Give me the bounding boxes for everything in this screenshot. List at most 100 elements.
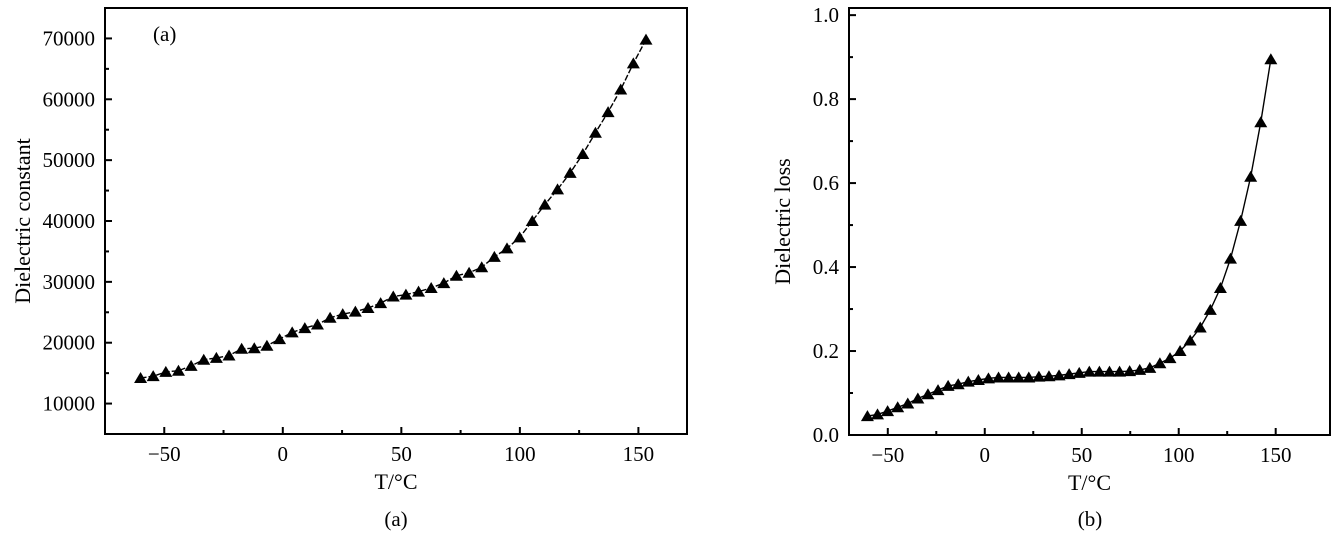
data-point-triangle [437,277,451,289]
data-point-triangle [1213,282,1227,294]
data-point-triangle [336,308,350,320]
data-point-triangle [487,250,501,262]
data-point-triangle [992,371,1006,383]
data-point-triangle [921,388,935,400]
y-tick-label: 60000 [43,87,96,111]
data-point-triangle [911,392,925,404]
data-point-triangle [209,351,223,363]
data-point-triangle [222,349,236,361]
data-point-triangle [901,397,915,409]
data-point-triangle [449,269,463,281]
data-point-triangle [260,339,274,351]
data-point-triangle [146,370,160,382]
data-point-triangle [1002,371,1016,383]
data-point-triangle [475,261,489,273]
y-tick-label: 0.4 [813,255,840,279]
data-point-triangle [235,342,249,354]
x-tick-label: −50 [871,443,904,467]
data-point-triangle [626,57,640,69]
x-tick-label: 100 [1163,443,1195,467]
y-tick-label: 0.6 [813,171,839,195]
chart-panel-b: −50 0 50 100 150 0.0 0.2 0.4 0.6 0.8 1.0 T/°C Dielec… [770,3,1331,531]
data-point-triangle [386,290,400,302]
data-point-triangle [1153,357,1167,369]
data-point-triangle [1012,371,1026,383]
data-point-triangle [563,166,577,178]
data-point-triangle [891,401,905,413]
series-line [867,59,1272,417]
x-tick-label: 0 [980,443,991,467]
data-point-triangle [971,373,985,385]
data-point-triangle [1244,170,1258,182]
x-tick-label: −50 [148,442,181,466]
data-point-triangle [159,365,173,377]
x-tick-label: 150 [623,442,655,466]
data-point-triangle [525,215,539,226]
data-point-triangle [1032,370,1046,382]
data-point-triangle [961,375,975,387]
data-point-triangle [323,311,337,323]
data-point-triangle [871,408,885,420]
data-point-triangle [1022,371,1036,383]
data-point-triangle [399,288,413,300]
data-point-triangle [588,126,602,138]
data-point-triangle [1123,365,1137,377]
data-point-triangle [1113,365,1127,377]
data-point-triangle [513,231,527,243]
data-point-triangle [197,353,211,365]
plot-frame [848,7,1331,436]
data-point-triangle [1183,334,1197,346]
y-axis-label: Dielectric constant [10,138,35,304]
data-point-triangle [1193,321,1207,333]
data-point-triangle [310,318,324,330]
data-point-triangle [1072,366,1086,378]
x-axis-label: T/°C [1068,470,1111,495]
data-point-triangle [134,372,148,384]
data-point-triangle [981,372,995,384]
data-point-triangle [273,333,287,345]
x-tick-label: 150 [1260,443,1292,467]
data-point-triangle [1042,370,1056,382]
data-point-triangle [412,285,426,297]
data-point-triangle [538,198,552,210]
data-point-triangle [1062,368,1076,380]
x-axis-label: T/°C [374,469,417,494]
data-point-triangle [1224,252,1238,264]
data-point-triangle [576,148,590,160]
data-point-triangle [1082,365,1096,377]
data-point-triangle [500,242,514,254]
data-point-triangle [374,297,388,309]
data-point-triangle [1203,303,1217,315]
data-point-triangle [424,281,438,293]
data-point-triangle [361,302,375,314]
series-line [140,39,647,379]
data-point-triangle [462,266,476,278]
x-tick-label: 50 [391,442,412,466]
panel-caption: (a) [384,507,407,531]
y-tick-label: 50000 [43,148,96,172]
y-tick-label: 10000 [43,392,96,416]
data-point-triangle [951,378,965,390]
data-point-triangle [285,326,299,338]
data-point-triangle [941,379,955,391]
data-point-triangle [1133,363,1147,375]
panel-caption: (b) [1078,507,1103,531]
data-point-triangle [1264,53,1278,65]
x-tick-label: 50 [1071,443,1092,467]
y-tick-label: 70000 [43,26,96,50]
data-point-triangle [1092,365,1106,377]
data-point-triangle [1163,352,1177,364]
data-point-triangle [931,384,945,396]
data-point-triangle [1052,369,1066,381]
data-point-triangle [1173,345,1187,357]
y-axis-label: Dielectric loss [770,158,795,284]
data-point-triangle [1234,214,1248,226]
panel-label: (a) [153,22,176,46]
data-point-triangle [348,305,362,317]
data-point-triangle [551,183,565,195]
data-point-triangle [171,364,185,376]
chart-panel-a: −50 0 50 100 150 10000 20000 30000 40000 50000 600… [10,7,688,531]
y-tick-label: 30000 [43,270,96,294]
y-tick-label: 20000 [43,331,96,355]
